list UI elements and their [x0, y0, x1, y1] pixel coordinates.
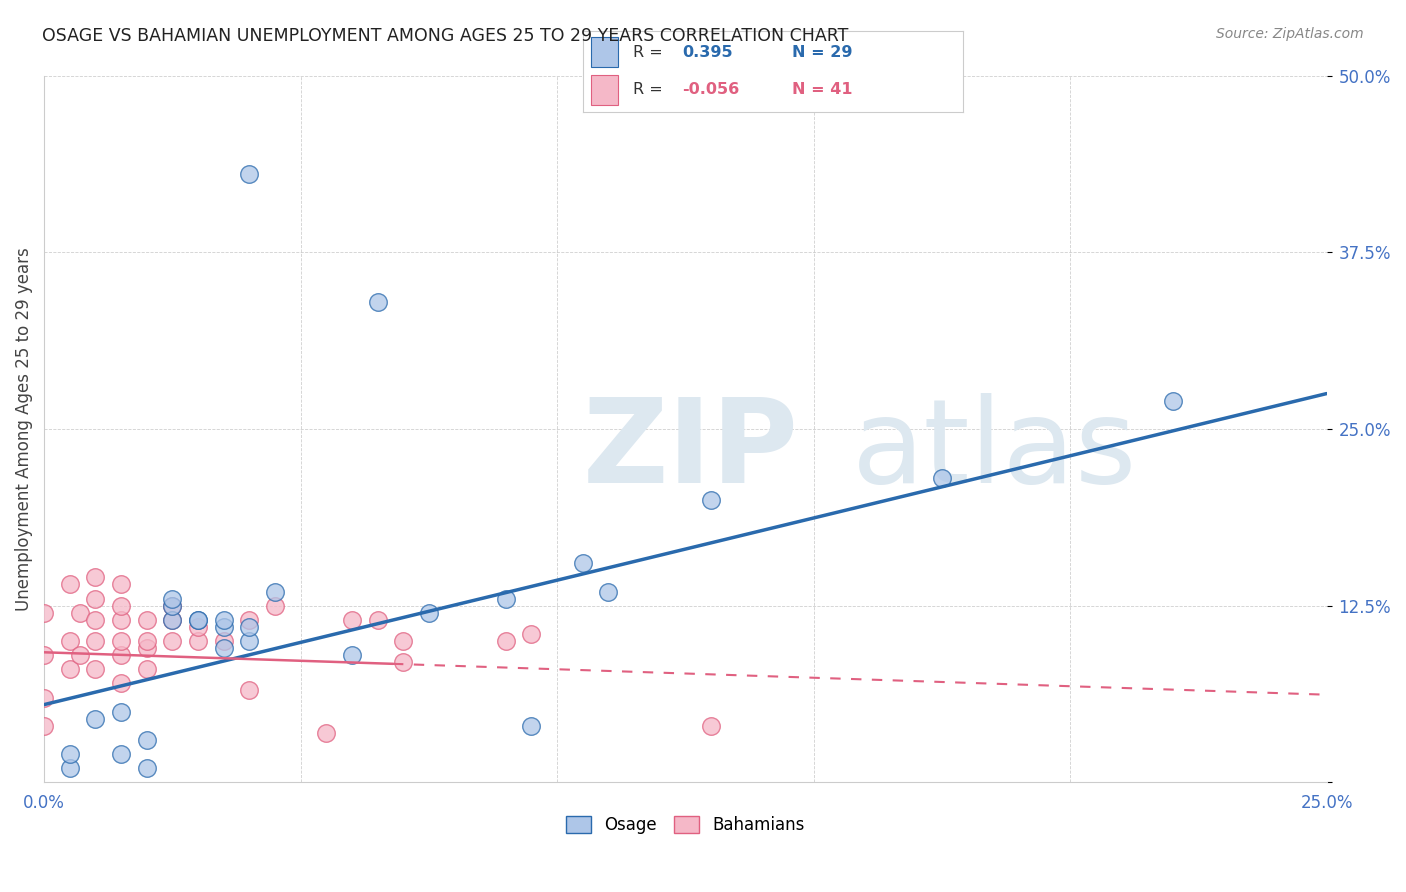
Point — [162, 599, 184, 613]
Point — [315, 726, 337, 740]
Bar — [591, 37, 617, 68]
Point — [59, 662, 82, 676]
Text: ZIP: ZIP — [582, 392, 799, 508]
Point — [135, 733, 157, 747]
Point — [700, 492, 723, 507]
Point — [212, 641, 235, 656]
Text: atlas: atlas — [852, 392, 1137, 508]
Point — [69, 606, 91, 620]
Point — [520, 627, 543, 641]
Y-axis label: Unemployment Among Ages 25 to 29 years: Unemployment Among Ages 25 to 29 years — [15, 247, 32, 611]
Point — [598, 584, 620, 599]
Point — [59, 747, 82, 761]
Point — [392, 634, 415, 648]
Point — [110, 747, 132, 761]
Text: 0.395: 0.395 — [682, 45, 733, 60]
Point — [520, 719, 543, 733]
Text: N = 41: N = 41 — [793, 82, 853, 97]
Point — [212, 620, 235, 634]
Point — [162, 613, 184, 627]
Text: -0.056: -0.056 — [682, 82, 740, 97]
Point — [32, 719, 55, 733]
Point — [340, 613, 363, 627]
Point — [162, 634, 184, 648]
Point — [135, 761, 157, 775]
Point — [59, 761, 82, 775]
Point — [84, 570, 107, 584]
Bar — [591, 75, 617, 105]
Point — [84, 634, 107, 648]
Point — [187, 634, 209, 648]
Point — [931, 471, 953, 485]
Point — [162, 599, 184, 613]
Point — [110, 613, 132, 627]
Point — [162, 591, 184, 606]
Point — [392, 655, 415, 669]
Point — [135, 641, 157, 656]
Text: R =: R = — [633, 82, 662, 97]
Point — [162, 613, 184, 627]
Point — [110, 599, 132, 613]
Point — [32, 648, 55, 662]
Point — [69, 648, 91, 662]
Text: R =: R = — [633, 45, 662, 60]
Point — [135, 634, 157, 648]
Point — [32, 606, 55, 620]
Point — [135, 662, 157, 676]
Point — [367, 613, 389, 627]
Point — [84, 662, 107, 676]
Point — [110, 648, 132, 662]
Point — [340, 648, 363, 662]
Point — [264, 584, 287, 599]
Point — [187, 613, 209, 627]
Point — [110, 705, 132, 719]
Point — [84, 712, 107, 726]
Point — [59, 634, 82, 648]
Text: Source: ZipAtlas.com: Source: ZipAtlas.com — [1216, 27, 1364, 41]
Point — [700, 719, 723, 733]
Point — [495, 634, 517, 648]
Point — [187, 620, 209, 634]
Point — [110, 577, 132, 591]
Point — [135, 613, 157, 627]
Point — [212, 634, 235, 648]
Point — [32, 690, 55, 705]
Point — [238, 613, 260, 627]
Point — [367, 294, 389, 309]
Point — [238, 620, 260, 634]
Point — [238, 168, 260, 182]
Point — [110, 676, 132, 690]
Point — [495, 591, 517, 606]
Point — [238, 683, 260, 698]
Point — [1161, 393, 1184, 408]
Point — [418, 606, 440, 620]
Point — [110, 634, 132, 648]
Point — [264, 599, 287, 613]
Point — [84, 613, 107, 627]
Point — [571, 556, 593, 570]
Text: N = 29: N = 29 — [793, 45, 853, 60]
Point — [59, 577, 82, 591]
Point — [212, 613, 235, 627]
Point — [187, 613, 209, 627]
Legend: Osage, Bahamians: Osage, Bahamians — [567, 816, 804, 834]
Point — [84, 591, 107, 606]
Point — [238, 634, 260, 648]
Text: OSAGE VS BAHAMIAN UNEMPLOYMENT AMONG AGES 25 TO 29 YEARS CORRELATION CHART: OSAGE VS BAHAMIAN UNEMPLOYMENT AMONG AGE… — [42, 27, 849, 45]
